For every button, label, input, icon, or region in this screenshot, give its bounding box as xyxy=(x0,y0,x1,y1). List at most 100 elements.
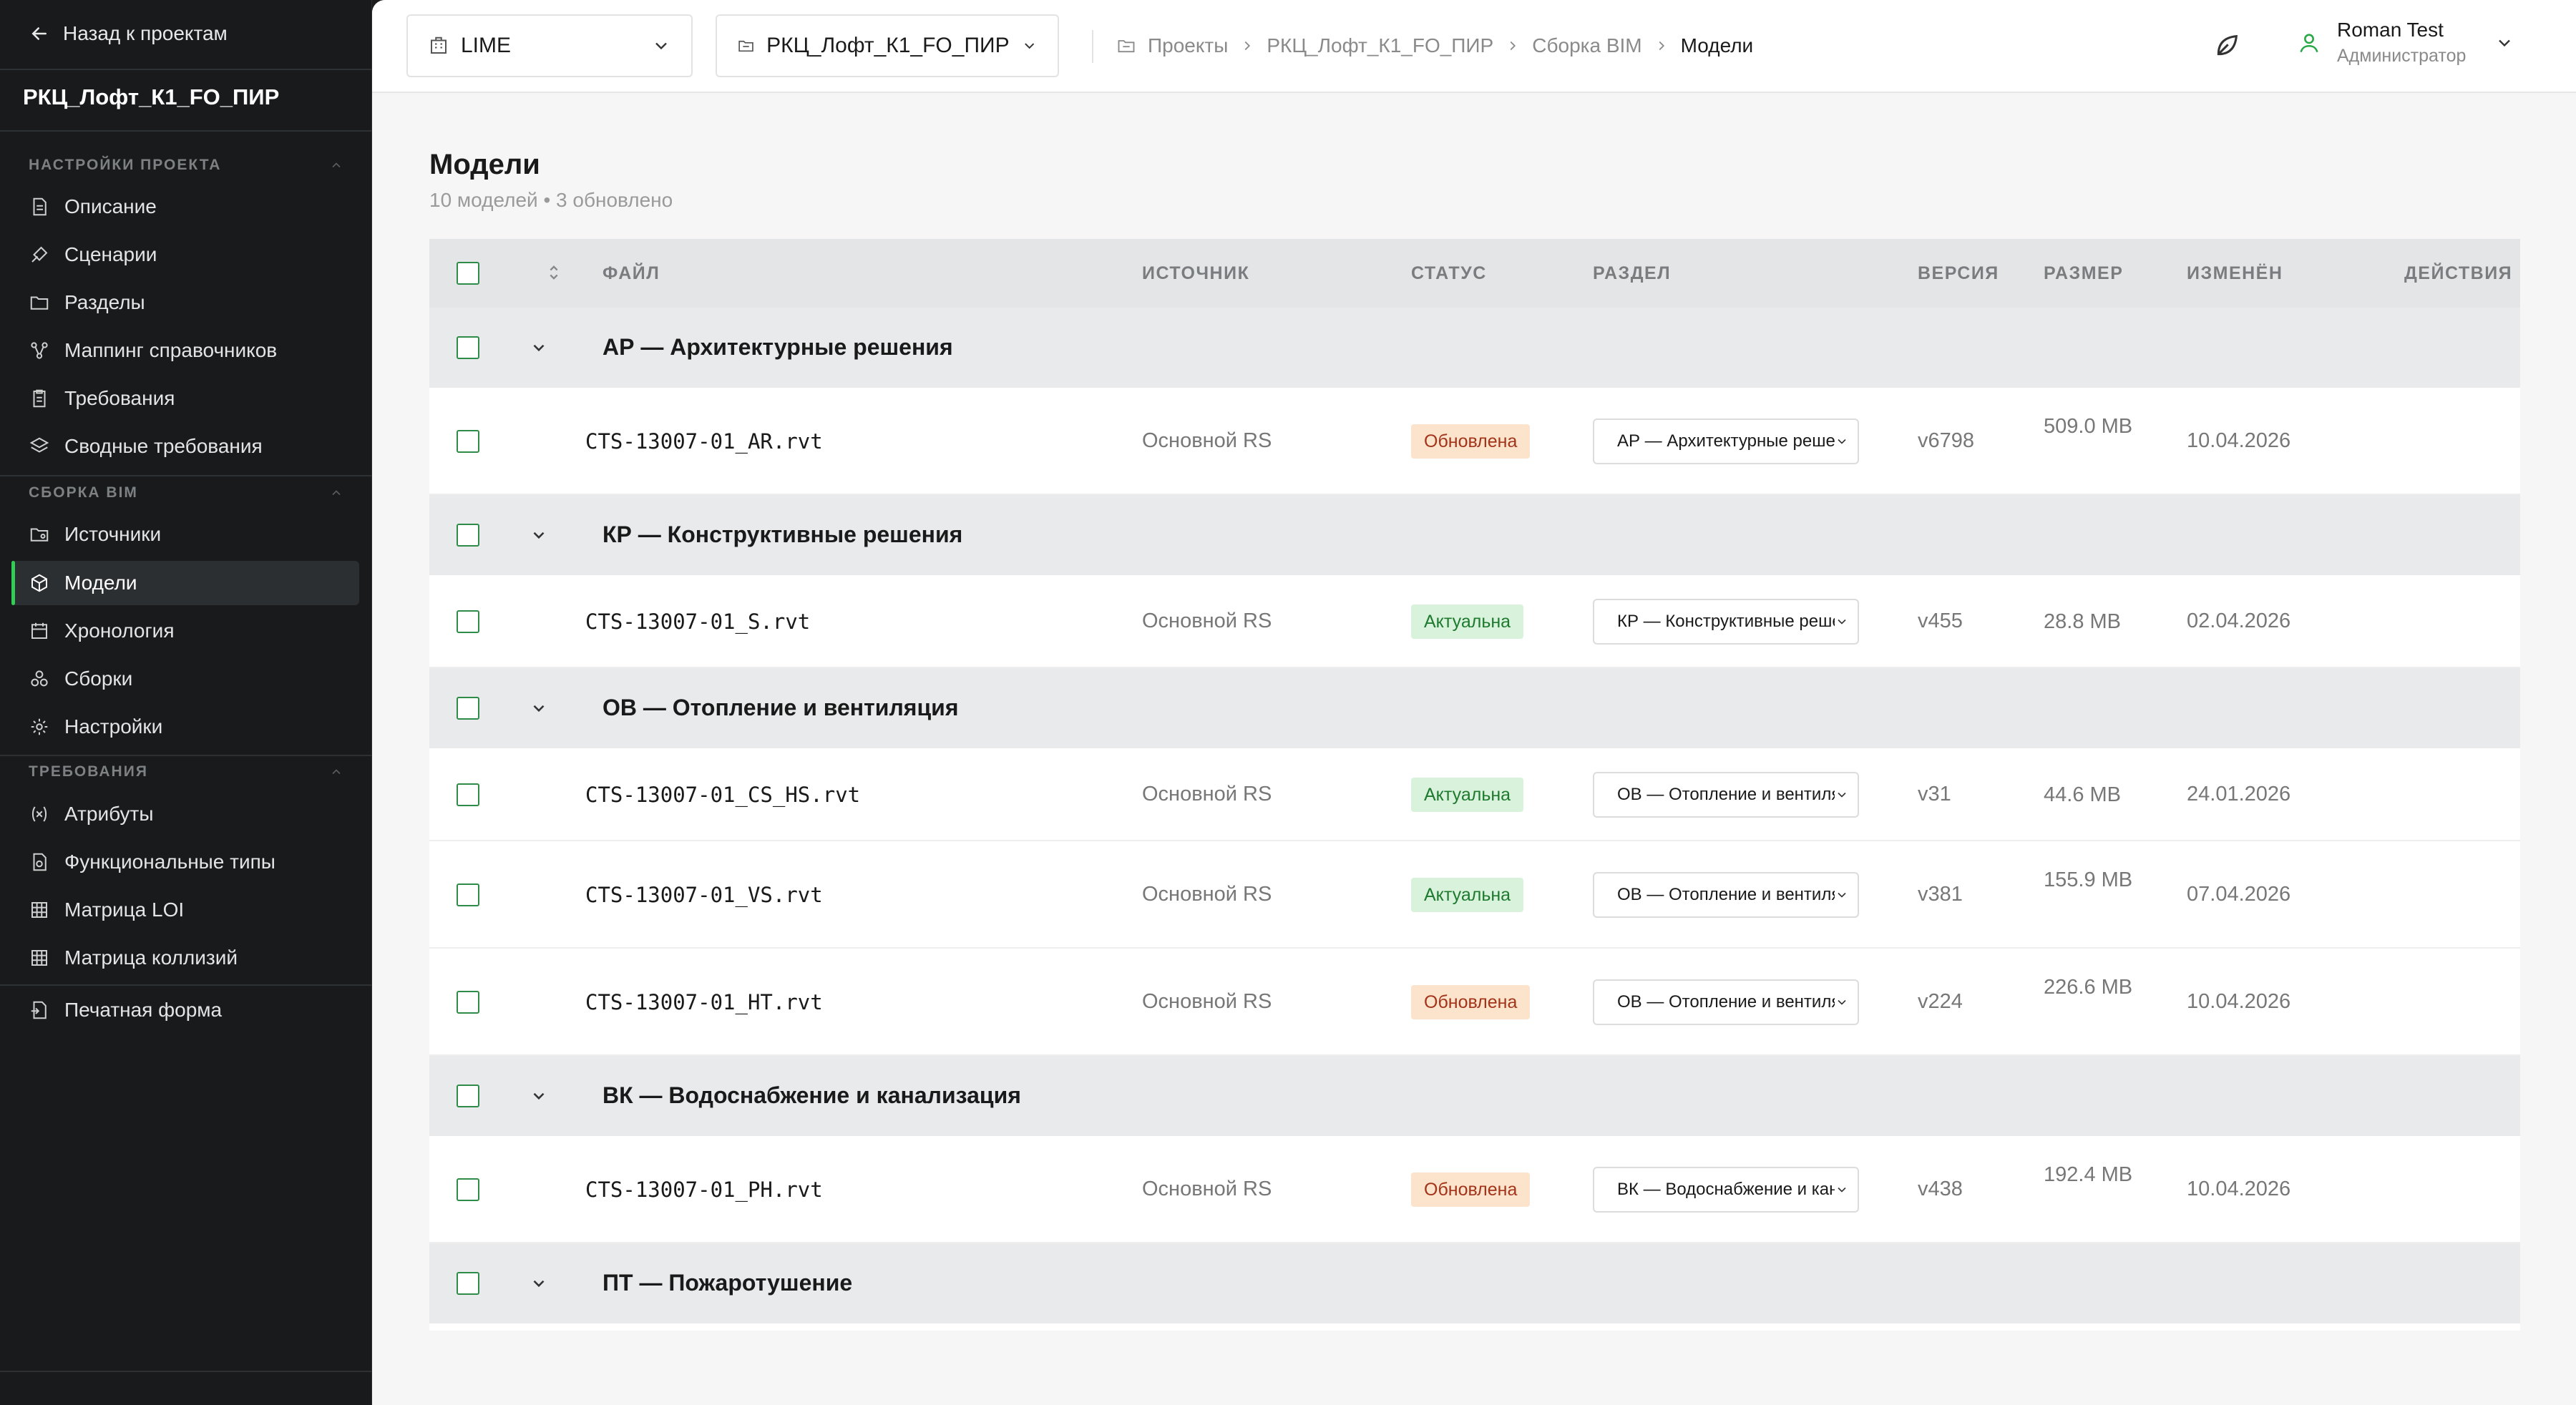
calendar-icon xyxy=(31,622,47,639)
project-selector[interactable]: РКЦ_Лофт_К1_FO_ПИР xyxy=(716,14,1059,77)
section-select[interactable]: ОВ — Отопление и вентиляция xyxy=(1593,979,1859,1025)
section-select-value: ОВ — Отопление и вентиляция xyxy=(1617,785,1835,804)
file-name[interactable]: CTS-13007-01_HT.rvt xyxy=(585,990,823,1014)
section-select[interactable]: ВК — Водоснабжение и канализация xyxy=(1593,1167,1859,1213)
sidebar-item-collision-matrix[interactable]: Матрица коллизий xyxy=(11,936,359,980)
sidebar-item-loi-matrix[interactable]: Матрица LOI xyxy=(11,888,359,932)
sidebar-item-functional-types[interactable]: Функциональные типы xyxy=(11,840,359,884)
group-checkbox[interactable] xyxy=(457,697,479,720)
section-select[interactable]: КР — Конструктивные решения xyxy=(1593,599,1859,645)
table-row[interactable]: CTS-13007-01_VS.rvt Основной RS Актуальна О… xyxy=(429,841,2520,949)
grid-icon xyxy=(31,902,47,918)
group-row[interactable]: ВК — Водоснабжение и канализация xyxy=(429,1056,2520,1136)
row-checkbox[interactable] xyxy=(457,991,479,1014)
table-row[interactable]: CTS-13007-01_S.rvt Основной RS Актуальна КР… xyxy=(429,575,2520,668)
user-menu[interactable]: Roman Test Администратор xyxy=(2297,19,2514,67)
column-actions: ДЕЙСТВИЯ xyxy=(2404,263,2513,283)
section-header-project-settings[interactable]: НАСТРОЙКИ ПРОЕКТА xyxy=(29,155,343,176)
org-selector[interactable]: LIME xyxy=(406,14,693,77)
sidebar-item-settings[interactable]: Настройки xyxy=(11,705,359,749)
column-modified[interactable]: ИЗМЕНЁН xyxy=(2187,263,2283,283)
breadcrumb-current: Модели xyxy=(1680,34,1754,57)
sidebar-item-scenarios[interactable]: Сценарии xyxy=(11,232,359,277)
folder-icon xyxy=(1118,40,1135,53)
top-bar: LIME РКЦ_Лофт_К1_FO_ПИР Проекты РКЦ_Лофт… xyxy=(372,0,2576,93)
leaf-icon[interactable] xyxy=(2212,31,2241,60)
sidebar-item-sources[interactable]: Источники xyxy=(11,512,359,557)
group-row[interactable]: ПТ — Пожаротушение xyxy=(429,1243,2520,1323)
column-size[interactable]: РАЗМЕР xyxy=(2044,263,2124,283)
section-header-requirements[interactable]: ТРЕБОВАНИЯ xyxy=(29,761,343,783)
scenario-icon xyxy=(31,246,48,263)
back-to-projects-link[interactable]: Назад к проектам xyxy=(29,19,228,49)
sidebar-item-timeline[interactable]: Хронология xyxy=(11,609,359,653)
section-select[interactable]: ОВ — Отопление и вентиляция xyxy=(1593,772,1859,818)
sidebar-item-description[interactable]: Описание xyxy=(11,185,359,229)
file-name[interactable]: CTS-13007-01_S.rvt xyxy=(585,610,811,634)
group-checkbox[interactable] xyxy=(457,1085,479,1107)
group-row[interactable]: КР — Конструктивные решения xyxy=(429,495,2520,575)
breadcrumb-project[interactable]: РКЦ_Лофт_К1_FO_ПИР xyxy=(1267,34,1494,57)
file-name[interactable]: CTS-13007-01_PH.rvt xyxy=(585,1178,823,1202)
chevron-up-icon xyxy=(332,490,341,496)
sidebar-item-print-form[interactable]: Печатная форма xyxy=(11,988,359,1032)
chevron-right-icon xyxy=(1244,41,1251,51)
column-version[interactable]: ВЕРСИЯ xyxy=(1918,263,1999,283)
file-type-icon xyxy=(33,853,47,871)
column-source[interactable]: ИСТОЧНИК xyxy=(1142,263,1250,283)
file-name[interactable]: CTS-13007-01_CS_HS.rvt xyxy=(585,783,861,807)
select-all-checkbox[interactable] xyxy=(457,262,479,285)
table-row[interactable]: CTS-13007-01_AR.rvt Основной RS Обновлена А… xyxy=(429,388,2520,495)
divider xyxy=(0,984,372,986)
breadcrumb: Проекты РКЦ_Лофт_К1_FO_ПИР Сборка BIM Мо… xyxy=(1116,31,1753,60)
table-row[interactable]: CTS-13007-01_HT.rvt Основной RS Обновлена О… xyxy=(429,949,2520,1056)
section-header-bim-assembly[interactable]: СБОРКА BIM xyxy=(29,482,343,504)
grid-icon xyxy=(31,950,47,966)
chevron-down-icon[interactable] xyxy=(530,699,548,718)
row-checkbox[interactable] xyxy=(457,783,479,806)
file-name[interactable]: CTS-13007-01_VS.rvt xyxy=(585,883,823,907)
column-section[interactable]: РАЗДЕЛ xyxy=(1593,263,1672,283)
sort-icon[interactable] xyxy=(544,263,564,283)
version: v6798 xyxy=(1918,429,1975,452)
models-table: ФАЙЛ ИСТОЧНИК СТАТУС РАЗДЕЛ ВЕРСИЯ РАЗМЕ… xyxy=(429,239,2520,1331)
row-checkbox[interactable] xyxy=(457,883,479,906)
source-name: Основной RS xyxy=(1142,783,1272,806)
chevron-down-icon[interactable] xyxy=(530,1087,548,1105)
section-select[interactable]: АР — Архитектурные решения xyxy=(1593,418,1859,464)
chevron-down-icon[interactable] xyxy=(530,338,548,357)
sidebar-item-summary-requirements[interactable]: Сводные требования xyxy=(11,424,359,469)
group-checkbox[interactable] xyxy=(457,336,479,359)
sidebar-item-mapping[interactable]: Маппинг справочников xyxy=(11,328,359,373)
page-title: Модели xyxy=(429,149,540,180)
row-checkbox[interactable] xyxy=(457,610,479,633)
source-name: Основной RS xyxy=(1142,1178,1272,1200)
sidebar-item-models[interactable]: Модели xyxy=(11,561,359,605)
sidebar-item-assemblies[interactable]: Сборки xyxy=(11,657,359,701)
column-status[interactable]: СТАТУС xyxy=(1411,263,1487,283)
section-select[interactable]: ОВ — Отопление и вентиляция xyxy=(1593,872,1859,918)
chevron-down-icon[interactable] xyxy=(530,1274,548,1293)
chevron-right-icon xyxy=(1510,41,1516,51)
group-row[interactable]: АР — Архитектурные решения xyxy=(429,308,2520,388)
folder-icon xyxy=(738,40,753,52)
file-name[interactable]: CTS-13007-01_AR.rvt xyxy=(585,429,823,454)
chevron-down-icon[interactable] xyxy=(530,526,548,544)
column-file[interactable]: ФАЙЛ xyxy=(602,263,660,283)
breadcrumb-bim-assembly[interactable]: Сборка BIM xyxy=(1532,34,1642,57)
breadcrumb-projects[interactable]: Проекты xyxy=(1148,34,1229,57)
status-badge: Обновлена xyxy=(1411,424,1531,459)
row-checkbox[interactable] xyxy=(457,1178,479,1201)
arrow-left-icon xyxy=(31,27,47,40)
group-row[interactable]: ОВ — Отопление и вентиляция xyxy=(429,668,2520,748)
sidebar-item-sections[interactable]: Разделы xyxy=(11,280,359,325)
sidebar-item-attributes[interactable]: Атрибуты xyxy=(11,792,359,836)
table-row[interactable]: CTS-13007-01_CS_HS.rvt Основной RS Актуаль… xyxy=(429,748,2520,841)
divider xyxy=(0,1371,372,1372)
row-checkbox[interactable] xyxy=(457,430,479,453)
sidebar-item-requirements[interactable]: Требования xyxy=(11,376,359,421)
group-checkbox[interactable] xyxy=(457,1272,479,1295)
table-row[interactable]: CTS-13007-01_PH.rvt Основной RS Обновлена В… xyxy=(429,1136,2520,1243)
group-checkbox[interactable] xyxy=(457,524,479,547)
sidebar: Назад к проектам РКЦ_Лофт_К1_FO_ПИР НАСТ… xyxy=(0,0,372,1405)
